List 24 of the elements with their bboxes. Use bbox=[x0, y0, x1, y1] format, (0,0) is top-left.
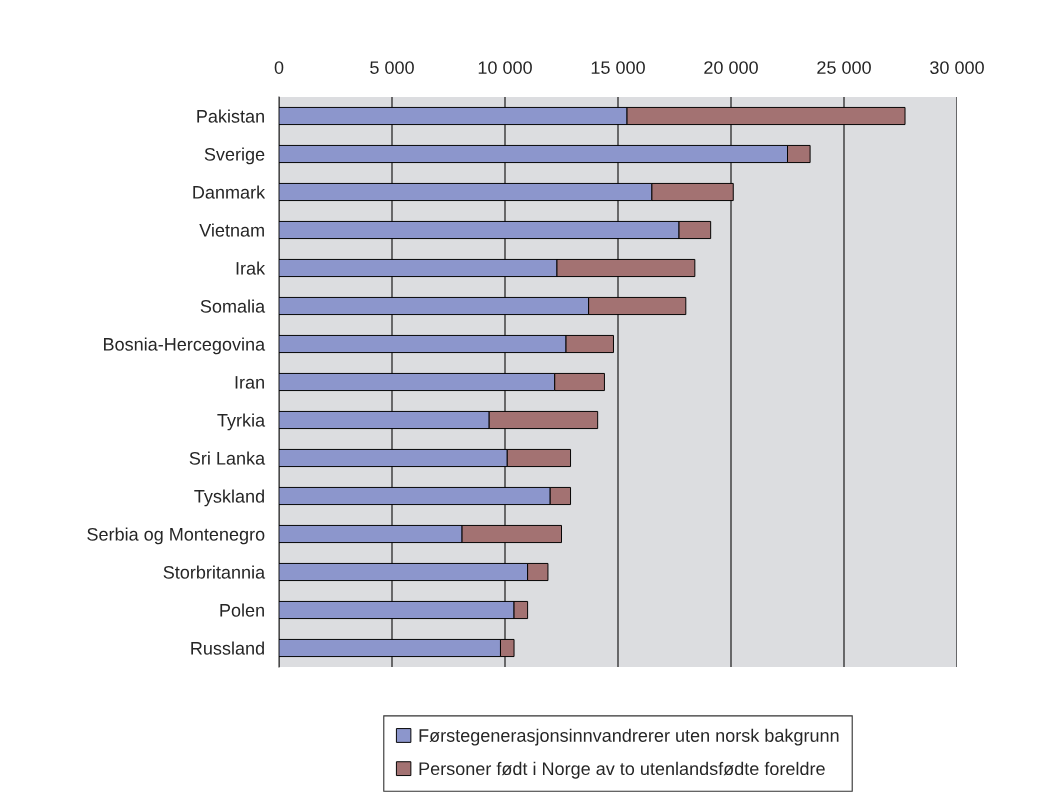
y-tick-label: Bosnia-Hercegovina bbox=[104, 337, 266, 355]
y-tick-label: Storbritannia bbox=[163, 565, 266, 579]
x-tick-label: 30 000 bbox=[930, 61, 984, 74]
y-tick-label: Tyskland bbox=[194, 489, 264, 507]
y-tick-label: Somalia bbox=[200, 299, 266, 313]
y-tick-label: Iran bbox=[235, 376, 264, 389]
x-tick-label: 20 000 bbox=[704, 61, 758, 74]
legend-label: Førstegenerasjonsinnvandrerer uten norsk bakgrunn bbox=[419, 728, 839, 746]
y-tick-label: Sri Lanka bbox=[189, 451, 266, 465]
x-tick-label: 10 000 bbox=[478, 61, 532, 74]
y-tick-label: Vietnam bbox=[199, 223, 264, 237]
y-tick-label: Russland bbox=[191, 641, 264, 655]
y-tick-label: Polen bbox=[220, 603, 264, 617]
x-tick-label: 15 000 bbox=[591, 61, 645, 74]
y-tick-label: Tyrkia bbox=[217, 413, 266, 431]
y-tick-label: Danmark bbox=[193, 185, 266, 199]
y-tick-label: Pakistan bbox=[197, 109, 264, 123]
y-tick-label: Irak bbox=[236, 261, 266, 275]
x-tick-label: 5 000 bbox=[370, 61, 414, 74]
legend-label: Personer født i Norge av to utenlandsfødte foreldre bbox=[419, 761, 825, 779]
x-tick-label: 25 000 bbox=[817, 61, 871, 74]
x-tick-label: 0 bbox=[274, 61, 284, 74]
y-tick-label: Sverige bbox=[204, 147, 265, 165]
y-tick-label: Serbia og Montenegro bbox=[87, 527, 265, 545]
